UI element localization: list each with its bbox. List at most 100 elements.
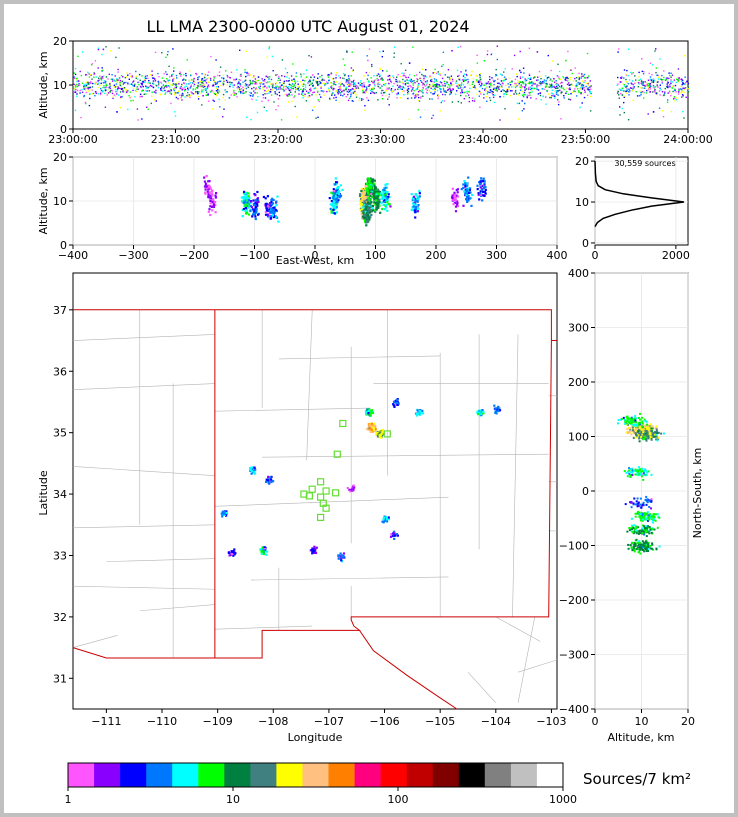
timeline-source [160, 87, 163, 89]
timeline-source [571, 72, 573, 75]
timeline-source [144, 79, 146, 82]
timeline-source [324, 84, 326, 86]
map-source-cell [267, 482, 270, 485]
timeline-source [551, 86, 553, 88]
timeline-source [248, 94, 251, 96]
timeline-source [532, 83, 534, 85]
timeline-source [180, 73, 182, 76]
timeline-source [648, 86, 650, 89]
timeline-source [88, 82, 90, 84]
timeline-source [349, 83, 351, 85]
ew-source-cell [456, 205, 459, 208]
timeline-source [442, 63, 444, 66]
ew-source-cell [367, 212, 370, 216]
timeline-source [623, 77, 625, 79]
timeline-source [507, 90, 509, 93]
timeline-source [466, 74, 468, 77]
timeline-source [305, 100, 308, 102]
timeline-source [101, 77, 104, 79]
timeline-source [294, 91, 296, 93]
timeline-source [498, 88, 500, 90]
map-source-cell [381, 430, 384, 434]
timeline-source [266, 56, 268, 58]
timeline-source [107, 92, 110, 94]
timeline-source [289, 89, 291, 92]
timeline-source [402, 86, 404, 88]
ew-source-cell [329, 203, 332, 206]
timeline-source [153, 77, 155, 79]
timeline-source [670, 95, 672, 97]
timeline-source [290, 89, 292, 91]
timeline-source [627, 82, 629, 84]
timeline-source [443, 80, 445, 83]
timeline-source [287, 87, 290, 90]
timeline-source [193, 83, 196, 86]
timeline-source [319, 80, 321, 83]
timeline-source [160, 81, 162, 83]
timeline-source [449, 89, 452, 91]
timeline-source [189, 82, 192, 84]
ew-source-cell [365, 189, 368, 192]
timeline-source [557, 84, 560, 86]
timeline-source [436, 83, 438, 85]
timeline-source [90, 64, 93, 66]
map-xtick-label: −110 [147, 715, 177, 728]
timeline-source [409, 74, 411, 76]
timeline-source [262, 94, 264, 96]
ew-source-cell [369, 202, 372, 205]
timeline-source [495, 68, 497, 71]
timeline-source [632, 99, 634, 101]
timeline-source [441, 65, 443, 67]
timeline-source [433, 78, 436, 80]
timeline-source [312, 74, 314, 76]
ew-source-cell [415, 198, 418, 201]
timeline-source [352, 100, 354, 102]
timeline-source [190, 91, 192, 93]
timeline-source [433, 71, 436, 74]
timeline-source [373, 84, 376, 86]
ew-source-cell [387, 203, 390, 206]
timeline-source [166, 84, 168, 87]
timeline-source [375, 92, 377, 94]
timeline-source [379, 87, 381, 89]
timeline-source [687, 82, 689, 85]
timeline-source [317, 90, 319, 93]
timeline-source [116, 111, 118, 113]
timeline-source [531, 81, 533, 83]
timeline-source [202, 81, 204, 83]
timeline-source [83, 85, 85, 87]
timeline-source [529, 88, 532, 91]
ew-source-cell [480, 177, 483, 180]
timeline-source [540, 99, 542, 101]
timeline-source [410, 78, 412, 81]
timeline-source [684, 83, 686, 85]
timeline-source [439, 88, 441, 90]
timeline-source [349, 79, 351, 81]
timeline-source [580, 92, 582, 94]
timeline-source [378, 75, 381, 78]
map-ytick-label: 31 [53, 672, 67, 685]
timeline-source [161, 86, 163, 88]
timeline-source [113, 84, 116, 86]
timeline-source [551, 83, 553, 85]
map-source-cell [348, 488, 351, 491]
timeline-source [138, 83, 140, 86]
ew-source-cell [368, 188, 371, 191]
timeline-source [576, 83, 578, 85]
timeline-source [324, 83, 326, 85]
timeline-source [390, 88, 393, 90]
ew-source-cell [412, 198, 415, 201]
ew-source-cell [255, 210, 258, 213]
timeline-source [353, 85, 355, 88]
timeline-source [521, 86, 523, 88]
timeline-source [135, 70, 137, 73]
timeline-source [531, 83, 534, 85]
timeline-source [471, 97, 474, 99]
map-source-cell [337, 557, 340, 560]
timeline-source [319, 76, 321, 78]
timeline-source [171, 74, 173, 76]
timeline-source [195, 72, 197, 75]
timeline-source [681, 88, 683, 91]
timeline-source [525, 84, 527, 86]
timeline-source [238, 79, 240, 81]
